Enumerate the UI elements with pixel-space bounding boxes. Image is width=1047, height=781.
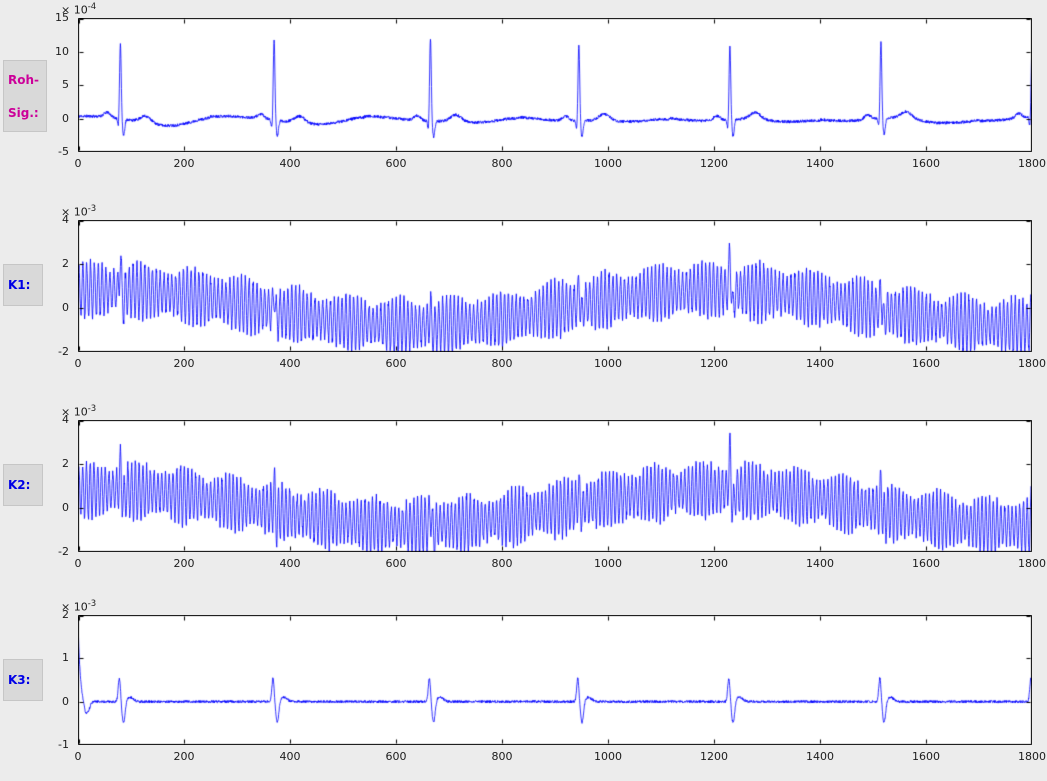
y-tick-label: 4 xyxy=(62,213,69,226)
x-tick-label: 1000 xyxy=(594,557,622,570)
x-tick-label: 1400 xyxy=(806,357,834,370)
x-tick-label: 800 xyxy=(491,557,513,570)
y-tick-label: 2 xyxy=(62,257,69,270)
axis-exponent-label: × 10-4 xyxy=(61,2,97,17)
x-tick-label: 1400 xyxy=(806,557,834,570)
y-tick-label: -1 xyxy=(58,738,69,751)
x-tick-label: 1800 xyxy=(1018,357,1046,370)
plot-canvas-k2 xyxy=(78,420,1032,552)
x-tick-label: 1400 xyxy=(806,750,834,763)
x-tick-label: 400 xyxy=(279,750,301,763)
y-tick-label: -5 xyxy=(58,145,69,158)
k2-label-text: K2: xyxy=(8,478,31,492)
x-tick-label: 200 xyxy=(173,750,195,763)
label-k3: K3: xyxy=(3,659,43,701)
x-tick-label: 1600 xyxy=(912,750,940,763)
x-tick-label: 200 xyxy=(173,557,195,570)
y-tick-label: -2 xyxy=(58,545,69,558)
x-tick-label: 600 xyxy=(385,157,407,170)
roh-label-line1: Roh- xyxy=(8,72,40,87)
x-tick-label: 600 xyxy=(385,750,407,763)
plot-canvas-k3 xyxy=(78,615,1032,745)
x-tick-label: 1800 xyxy=(1018,557,1046,570)
x-tick-label: 200 xyxy=(173,157,195,170)
x-tick-label: 600 xyxy=(385,357,407,370)
roh-label-line2: Sig.: xyxy=(8,105,39,120)
plot-canvas-roh-signal xyxy=(78,18,1032,152)
k3-label-text: K3: xyxy=(8,673,31,687)
x-tick-label: 1200 xyxy=(700,357,728,370)
x-tick-label: 1400 xyxy=(806,157,834,170)
x-tick-label: 400 xyxy=(279,357,301,370)
x-tick-label: 0 xyxy=(74,157,82,170)
x-tick-label: 1000 xyxy=(594,357,622,370)
label-k2: K2: xyxy=(3,464,43,506)
x-tick-label: 1600 xyxy=(912,157,940,170)
x-tick-label: 0 xyxy=(74,557,82,570)
x-tick-label: 400 xyxy=(279,157,301,170)
x-tick-label: 600 xyxy=(385,557,407,570)
x-tick-label: 800 xyxy=(491,157,513,170)
x-tick-label: 1000 xyxy=(594,750,622,763)
y-tick-label: 4 xyxy=(62,413,69,426)
y-tick-label: 2 xyxy=(62,457,69,470)
x-tick-label: 1800 xyxy=(1018,157,1046,170)
axis-exponent-label: × 10-3 xyxy=(61,404,97,419)
y-tick-label: 0 xyxy=(62,501,69,514)
y-tick-label: 1 xyxy=(62,651,69,665)
axis-exponent-label: × 10-3 xyxy=(61,204,97,219)
x-tick-label: 1600 xyxy=(912,357,940,370)
x-tick-label: 200 xyxy=(173,357,195,370)
y-tick-label: -2 xyxy=(58,345,69,358)
y-tick-label: 0 xyxy=(62,694,69,708)
x-tick-label: 800 xyxy=(491,750,513,763)
y-tick-label: 10 xyxy=(55,44,69,58)
x-tick-label: 1200 xyxy=(700,557,728,570)
k1-label-text: K1: xyxy=(8,278,31,292)
y-tick-label: 15 xyxy=(55,11,69,24)
x-tick-label: 1200 xyxy=(700,750,728,763)
y-tick-label: 2 xyxy=(62,608,69,621)
label-roh-sig: Roh- Sig.: xyxy=(3,60,47,132)
label-k1: K1: xyxy=(3,264,43,306)
x-tick-label: 1600 xyxy=(912,557,940,570)
plot-canvas-k1 xyxy=(78,220,1032,352)
x-tick-label: 0 xyxy=(74,357,82,370)
x-tick-label: 1800 xyxy=(1018,750,1046,763)
y-tick-label: 0 xyxy=(62,301,69,314)
x-tick-label: 1200 xyxy=(700,157,728,170)
x-tick-label: 800 xyxy=(491,357,513,370)
axis-exponent-label: × 10-3 xyxy=(61,599,97,614)
y-tick-label: 5 xyxy=(62,78,69,91)
x-tick-label: 0 xyxy=(74,750,82,763)
x-tick-label: 1000 xyxy=(594,157,622,170)
y-tick-label: 0 xyxy=(62,111,69,125)
x-tick-label: 400 xyxy=(279,557,301,570)
